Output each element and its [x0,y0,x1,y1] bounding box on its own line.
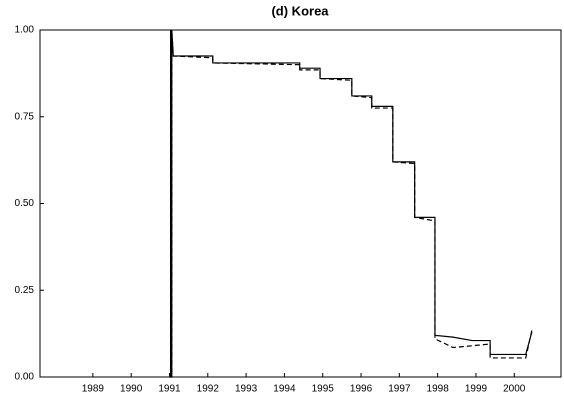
chart-title: (d) Korea [271,3,329,18]
x-tick-label: 1996 [350,384,373,395]
series-line [170,29,533,378]
x-tick-label: 1992 [197,384,220,395]
y-tick-label: 0.50 [15,198,35,209]
series-line [170,29,533,378]
y-tick-label: 0.00 [15,372,35,383]
y-tick-label: 0.75 [15,111,35,122]
x-tick-label: 2000 [503,384,526,395]
y-tick-label: 1.00 [15,25,35,36]
x-tick-label: 1990 [120,384,143,395]
x-tick-label: 1993 [235,384,258,395]
x-tick-label: 1989 [82,384,105,395]
x-tick-label: 1998 [427,384,450,395]
x-tick-label: 1991 [158,384,181,395]
x-tick-label: 1995 [312,384,335,395]
x-tick-label: 1997 [388,384,411,395]
x-tick-label: 1994 [273,384,296,395]
x-tick-label: 1999 [465,384,488,395]
y-tick-label: 0.25 [15,285,35,296]
